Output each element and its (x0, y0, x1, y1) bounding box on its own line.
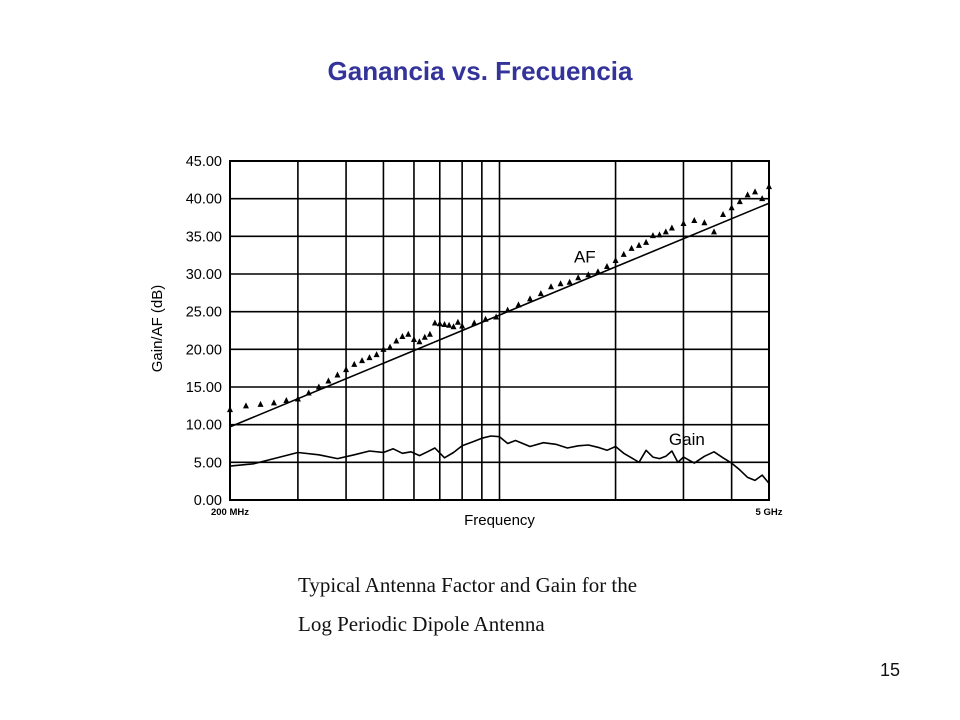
chart-grid (229, 160, 770, 501)
data-point-marker (416, 338, 423, 345)
data-point-marker (283, 397, 290, 404)
data-point-marker (701, 219, 708, 226)
data-point-marker (662, 228, 669, 235)
data-point-marker (405, 330, 412, 337)
data-point-marker (359, 357, 366, 364)
data-point-marker (547, 283, 554, 290)
data-point-marker (270, 399, 277, 406)
data-point-marker (387, 343, 394, 350)
data-point-marker (603, 262, 610, 269)
data-point-marker (620, 250, 627, 257)
y-tick-label: 5.00 (194, 455, 222, 471)
data-point-marker (566, 278, 573, 285)
chart-series (227, 183, 772, 484)
data-point-marker (373, 351, 380, 358)
data-point-marker (242, 402, 249, 409)
data-point-marker (710, 228, 717, 235)
x-tick-label: 200 MHz (211, 507, 249, 518)
data-point-marker (649, 232, 656, 239)
y-tick-label: 40.00 (186, 192, 222, 208)
data-point-marker (366, 354, 373, 361)
y-tick-label: 45.00 (186, 154, 222, 170)
data-point-marker (436, 320, 443, 327)
data-point-marker (493, 313, 500, 320)
data-point-marker (515, 301, 522, 308)
data-point-marker (504, 306, 511, 313)
data-point-marker (585, 271, 592, 278)
figure-caption: Typical Antenna Factor and Gain for the … (298, 566, 637, 644)
data-point-marker (399, 333, 406, 340)
plot-frame (229, 160, 770, 501)
data-point-marker (759, 195, 766, 202)
data-point-marker (325, 377, 332, 384)
data-point-marker (668, 224, 675, 231)
y-tick-label: 15.00 (186, 380, 222, 396)
data-point-marker (380, 345, 387, 352)
caption-line-1: Typical Antenna Factor and Gain for the (298, 573, 638, 597)
data-point-marker (421, 333, 428, 340)
data-point-marker (752, 188, 759, 195)
y-tick-label: 0.00 (194, 493, 222, 509)
y-tick-label: 35.00 (186, 229, 222, 245)
data-point-marker (441, 320, 448, 327)
page-number: 15 (880, 660, 901, 680)
series-line-gain (229, 435, 770, 484)
x-tick-label: 5 GHz (756, 507, 783, 518)
series-annotation: AF (574, 248, 596, 267)
y-tick-label: 25.00 (186, 305, 222, 321)
data-point-marker (454, 318, 461, 325)
x-axis-label: Frequency (464, 512, 535, 529)
data-point-marker (656, 231, 663, 238)
slide-title: Ganancia vs. Frecuencia (327, 56, 633, 86)
data-point-marker (343, 366, 350, 373)
data-point-marker (628, 244, 635, 251)
data-point-marker (446, 321, 453, 328)
data-point-marker (557, 280, 564, 287)
data-point-marker (736, 198, 743, 205)
data-point-marker (537, 290, 544, 297)
y-tick-label: 20.00 (186, 342, 222, 358)
data-point-marker (575, 274, 582, 281)
data-point-marker (315, 383, 322, 390)
data-point-marker (471, 319, 478, 326)
data-point-marker (720, 210, 727, 217)
data-point-marker (527, 295, 534, 302)
data-point-marker (744, 191, 751, 198)
data-point-marker (431, 319, 438, 326)
data-point-marker (612, 256, 619, 263)
data-point-marker (257, 400, 264, 407)
data-point-marker (594, 268, 601, 275)
data-point-marker (482, 315, 489, 322)
data-point-marker (728, 204, 735, 211)
data-point-marker (691, 217, 698, 224)
data-point-marker (410, 336, 417, 343)
data-point-marker (334, 371, 341, 378)
series-annotation: Gain (669, 430, 705, 449)
y-tick-label: 10.00 (186, 418, 222, 434)
data-point-marker (351, 360, 358, 367)
data-point-marker (459, 322, 466, 329)
y-tick-label: 30.00 (186, 267, 222, 283)
caption-line-2: Log Periodic Dipole Antenna (298, 612, 545, 636)
data-point-marker (294, 395, 301, 402)
chart-ticks: 0.00 5.00 10.00 15.00 20.00 25.00 30.00 35.00 40… (186, 154, 783, 518)
data-point-marker (643, 238, 650, 245)
data-point-marker (393, 337, 400, 344)
series-line-af (229, 202, 770, 428)
data-point-marker (305, 389, 312, 396)
data-point-marker (680, 220, 687, 227)
y-axis-label: Gain/AF (dB) (149, 285, 166, 373)
data-point-marker (450, 323, 457, 330)
data-point-marker (635, 241, 642, 248)
data-point-marker (426, 330, 433, 337)
